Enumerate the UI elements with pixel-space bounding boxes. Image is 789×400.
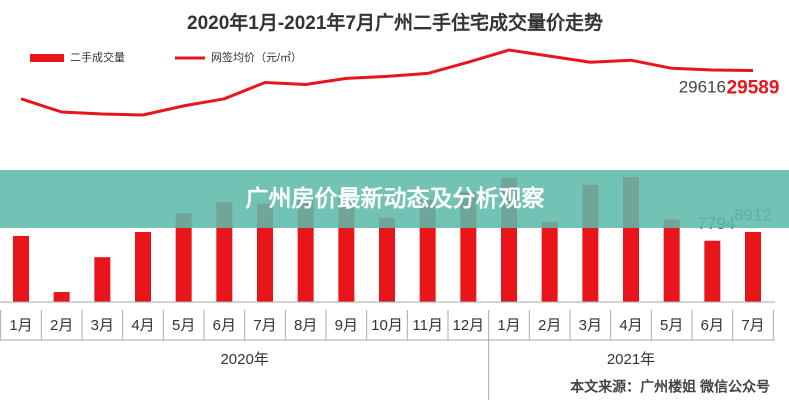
x-tick-label: 12月 <box>452 317 484 334</box>
bar <box>663 219 680 302</box>
bar <box>135 232 151 302</box>
group-label: 2021年 <box>607 351 655 368</box>
x-tick-label: 1月 <box>497 317 520 334</box>
bar <box>53 292 70 302</box>
bar <box>94 257 111 302</box>
x-tick-label: 11月 <box>412 317 443 334</box>
legend-label: 二手成交量 <box>70 50 125 64</box>
x-tick-label: 6月 <box>213 317 236 334</box>
bar <box>175 213 192 302</box>
x-tick-label: 2月 <box>538 317 561 334</box>
bar <box>13 235 29 302</box>
x-tick-label: 2月 <box>50 317 73 334</box>
x-tick-label: 4月 <box>619 317 642 334</box>
x-tick-label: 4月 <box>131 317 154 334</box>
source: 本文来源：广州楼姐 微信公众号 <box>570 379 770 395</box>
x-tick-label: 5月 <box>172 317 195 334</box>
x-tick-label: 10月 <box>371 317 403 334</box>
bar <box>704 240 721 302</box>
line <box>20 48 754 117</box>
banner-text: 广州房价最新动态及分析观察 <box>246 185 546 211</box>
bar <box>745 231 761 302</box>
x-tick-label: 9月 <box>335 317 358 334</box>
legend-swatch <box>30 54 64 62</box>
x-tick-label: 6月 <box>701 317 724 334</box>
x-tick-label: 1月 <box>9 317 32 334</box>
bar <box>257 203 273 302</box>
legend-label: 网签均价（元/㎡） <box>211 50 302 64</box>
x-tick-label: 7月 <box>253 317 276 334</box>
x-tick-label: 7月 <box>741 317 764 334</box>
data-label: 29589 <box>727 78 780 99</box>
x-tick-label: 3月 <box>91 317 114 334</box>
x-tick-label: 3月 <box>579 317 602 334</box>
group-label: 2020年 <box>220 351 268 368</box>
bar <box>379 217 395 302</box>
bar <box>541 221 558 302</box>
data-label: 29616 <box>679 78 726 97</box>
x-tick-label: 5月 <box>660 317 683 334</box>
banner <box>0 170 789 228</box>
chart-title: 2020年1月-2021年7月广州二手住宅成交量价走势 <box>187 11 603 34</box>
x-tick-label: 8月 <box>294 317 317 334</box>
